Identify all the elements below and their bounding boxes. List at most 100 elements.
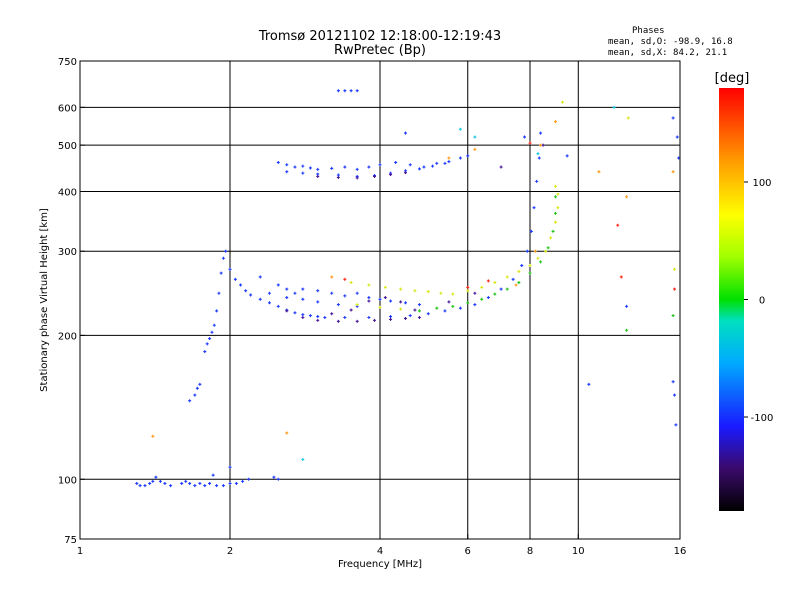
data-point bbox=[301, 171, 305, 175]
data-point bbox=[426, 290, 430, 294]
data-point bbox=[217, 291, 221, 295]
data-point bbox=[413, 289, 417, 293]
data-point bbox=[525, 249, 529, 253]
colorbar-tick-label: -100 bbox=[751, 413, 774, 424]
data-point bbox=[211, 473, 215, 477]
data-point bbox=[249, 293, 253, 297]
data-point bbox=[373, 174, 377, 178]
data-point bbox=[215, 309, 219, 313]
data-point bbox=[625, 304, 629, 308]
data-point bbox=[373, 318, 377, 322]
data-point bbox=[674, 423, 678, 427]
data-point bbox=[247, 477, 251, 481]
data-point bbox=[565, 154, 569, 158]
data-point bbox=[276, 283, 280, 287]
data-point bbox=[343, 294, 347, 298]
data-point bbox=[188, 481, 192, 485]
data-point bbox=[616, 223, 620, 227]
data-point bbox=[535, 179, 539, 183]
data-point bbox=[536, 152, 540, 156]
data-point bbox=[403, 131, 407, 135]
data-point bbox=[505, 275, 509, 279]
stats-heading: Phases bbox=[632, 26, 665, 36]
data-point bbox=[394, 160, 398, 164]
data-point bbox=[528, 271, 532, 275]
data-point bbox=[499, 287, 503, 291]
data-point bbox=[367, 165, 371, 169]
data-point bbox=[537, 156, 541, 160]
data-point bbox=[417, 167, 421, 171]
y-tick-label: 75 bbox=[64, 535, 77, 546]
data-point bbox=[355, 89, 359, 93]
y-tick-label: 100 bbox=[58, 475, 77, 486]
data-point bbox=[403, 301, 407, 305]
x-tick-label: 8 bbox=[527, 546, 533, 557]
data-point bbox=[330, 312, 334, 316]
data-point bbox=[473, 303, 477, 307]
data-point bbox=[539, 131, 543, 135]
data-point bbox=[285, 431, 289, 435]
data-point bbox=[529, 229, 533, 233]
y-tick-label: 200 bbox=[58, 331, 77, 342]
data-point bbox=[323, 315, 327, 319]
data-point bbox=[233, 277, 237, 281]
data-point bbox=[541, 143, 545, 147]
data-point bbox=[239, 283, 243, 287]
data-point bbox=[241, 479, 245, 483]
y-tick-label: 400 bbox=[58, 187, 77, 198]
data-point bbox=[480, 285, 484, 289]
data-point bbox=[528, 141, 532, 145]
data-point bbox=[378, 305, 382, 309]
data-point bbox=[151, 479, 155, 483]
data-point bbox=[367, 283, 371, 287]
data-point bbox=[163, 481, 167, 485]
data-point bbox=[383, 296, 387, 300]
data-point bbox=[219, 271, 223, 275]
data-point bbox=[355, 319, 359, 323]
data-point bbox=[330, 166, 334, 170]
data-point bbox=[408, 163, 412, 167]
data-point bbox=[383, 285, 387, 289]
data-point bbox=[138, 484, 142, 488]
data-point bbox=[389, 317, 393, 321]
data-point bbox=[203, 350, 207, 354]
data-point bbox=[193, 484, 197, 488]
data-point bbox=[343, 315, 347, 319]
data-point bbox=[486, 296, 490, 300]
data-point bbox=[612, 105, 616, 109]
data-point bbox=[551, 229, 555, 233]
data-point bbox=[493, 281, 497, 285]
data-point bbox=[228, 267, 232, 271]
data-point bbox=[447, 156, 451, 160]
data-point bbox=[671, 116, 675, 120]
data-point bbox=[597, 170, 601, 174]
data-point bbox=[523, 135, 527, 139]
data-point bbox=[417, 303, 421, 307]
data-point bbox=[276, 304, 280, 308]
data-point bbox=[221, 484, 225, 488]
data-point bbox=[413, 308, 417, 312]
data-point bbox=[367, 296, 371, 300]
data-point bbox=[198, 382, 202, 386]
data-point bbox=[587, 382, 591, 386]
x-axis-label: Frequency [MHz] bbox=[338, 559, 422, 570]
data-point bbox=[403, 171, 407, 175]
x-tick-label: 2 bbox=[227, 546, 233, 557]
chart-subtitle: RwPretec (Bp) bbox=[334, 43, 426, 58]
stats-x-mode: mean, sd,X: 84.2, 21.1 bbox=[608, 48, 727, 58]
data-point bbox=[431, 164, 435, 168]
y-axis-label: Stationary phase Virtual Height [km] bbox=[39, 208, 50, 392]
data-point bbox=[343, 165, 347, 169]
data-point bbox=[673, 393, 677, 397]
data-point bbox=[258, 275, 262, 279]
data-point bbox=[539, 260, 543, 264]
data-point bbox=[520, 264, 524, 268]
data-point bbox=[473, 291, 477, 295]
data-point bbox=[625, 328, 629, 332]
data-point bbox=[417, 309, 421, 313]
data-point bbox=[473, 147, 477, 151]
data-point bbox=[466, 301, 470, 305]
data-point bbox=[422, 165, 426, 169]
x-tick-label: 10 bbox=[572, 546, 585, 557]
data-point bbox=[208, 337, 212, 341]
